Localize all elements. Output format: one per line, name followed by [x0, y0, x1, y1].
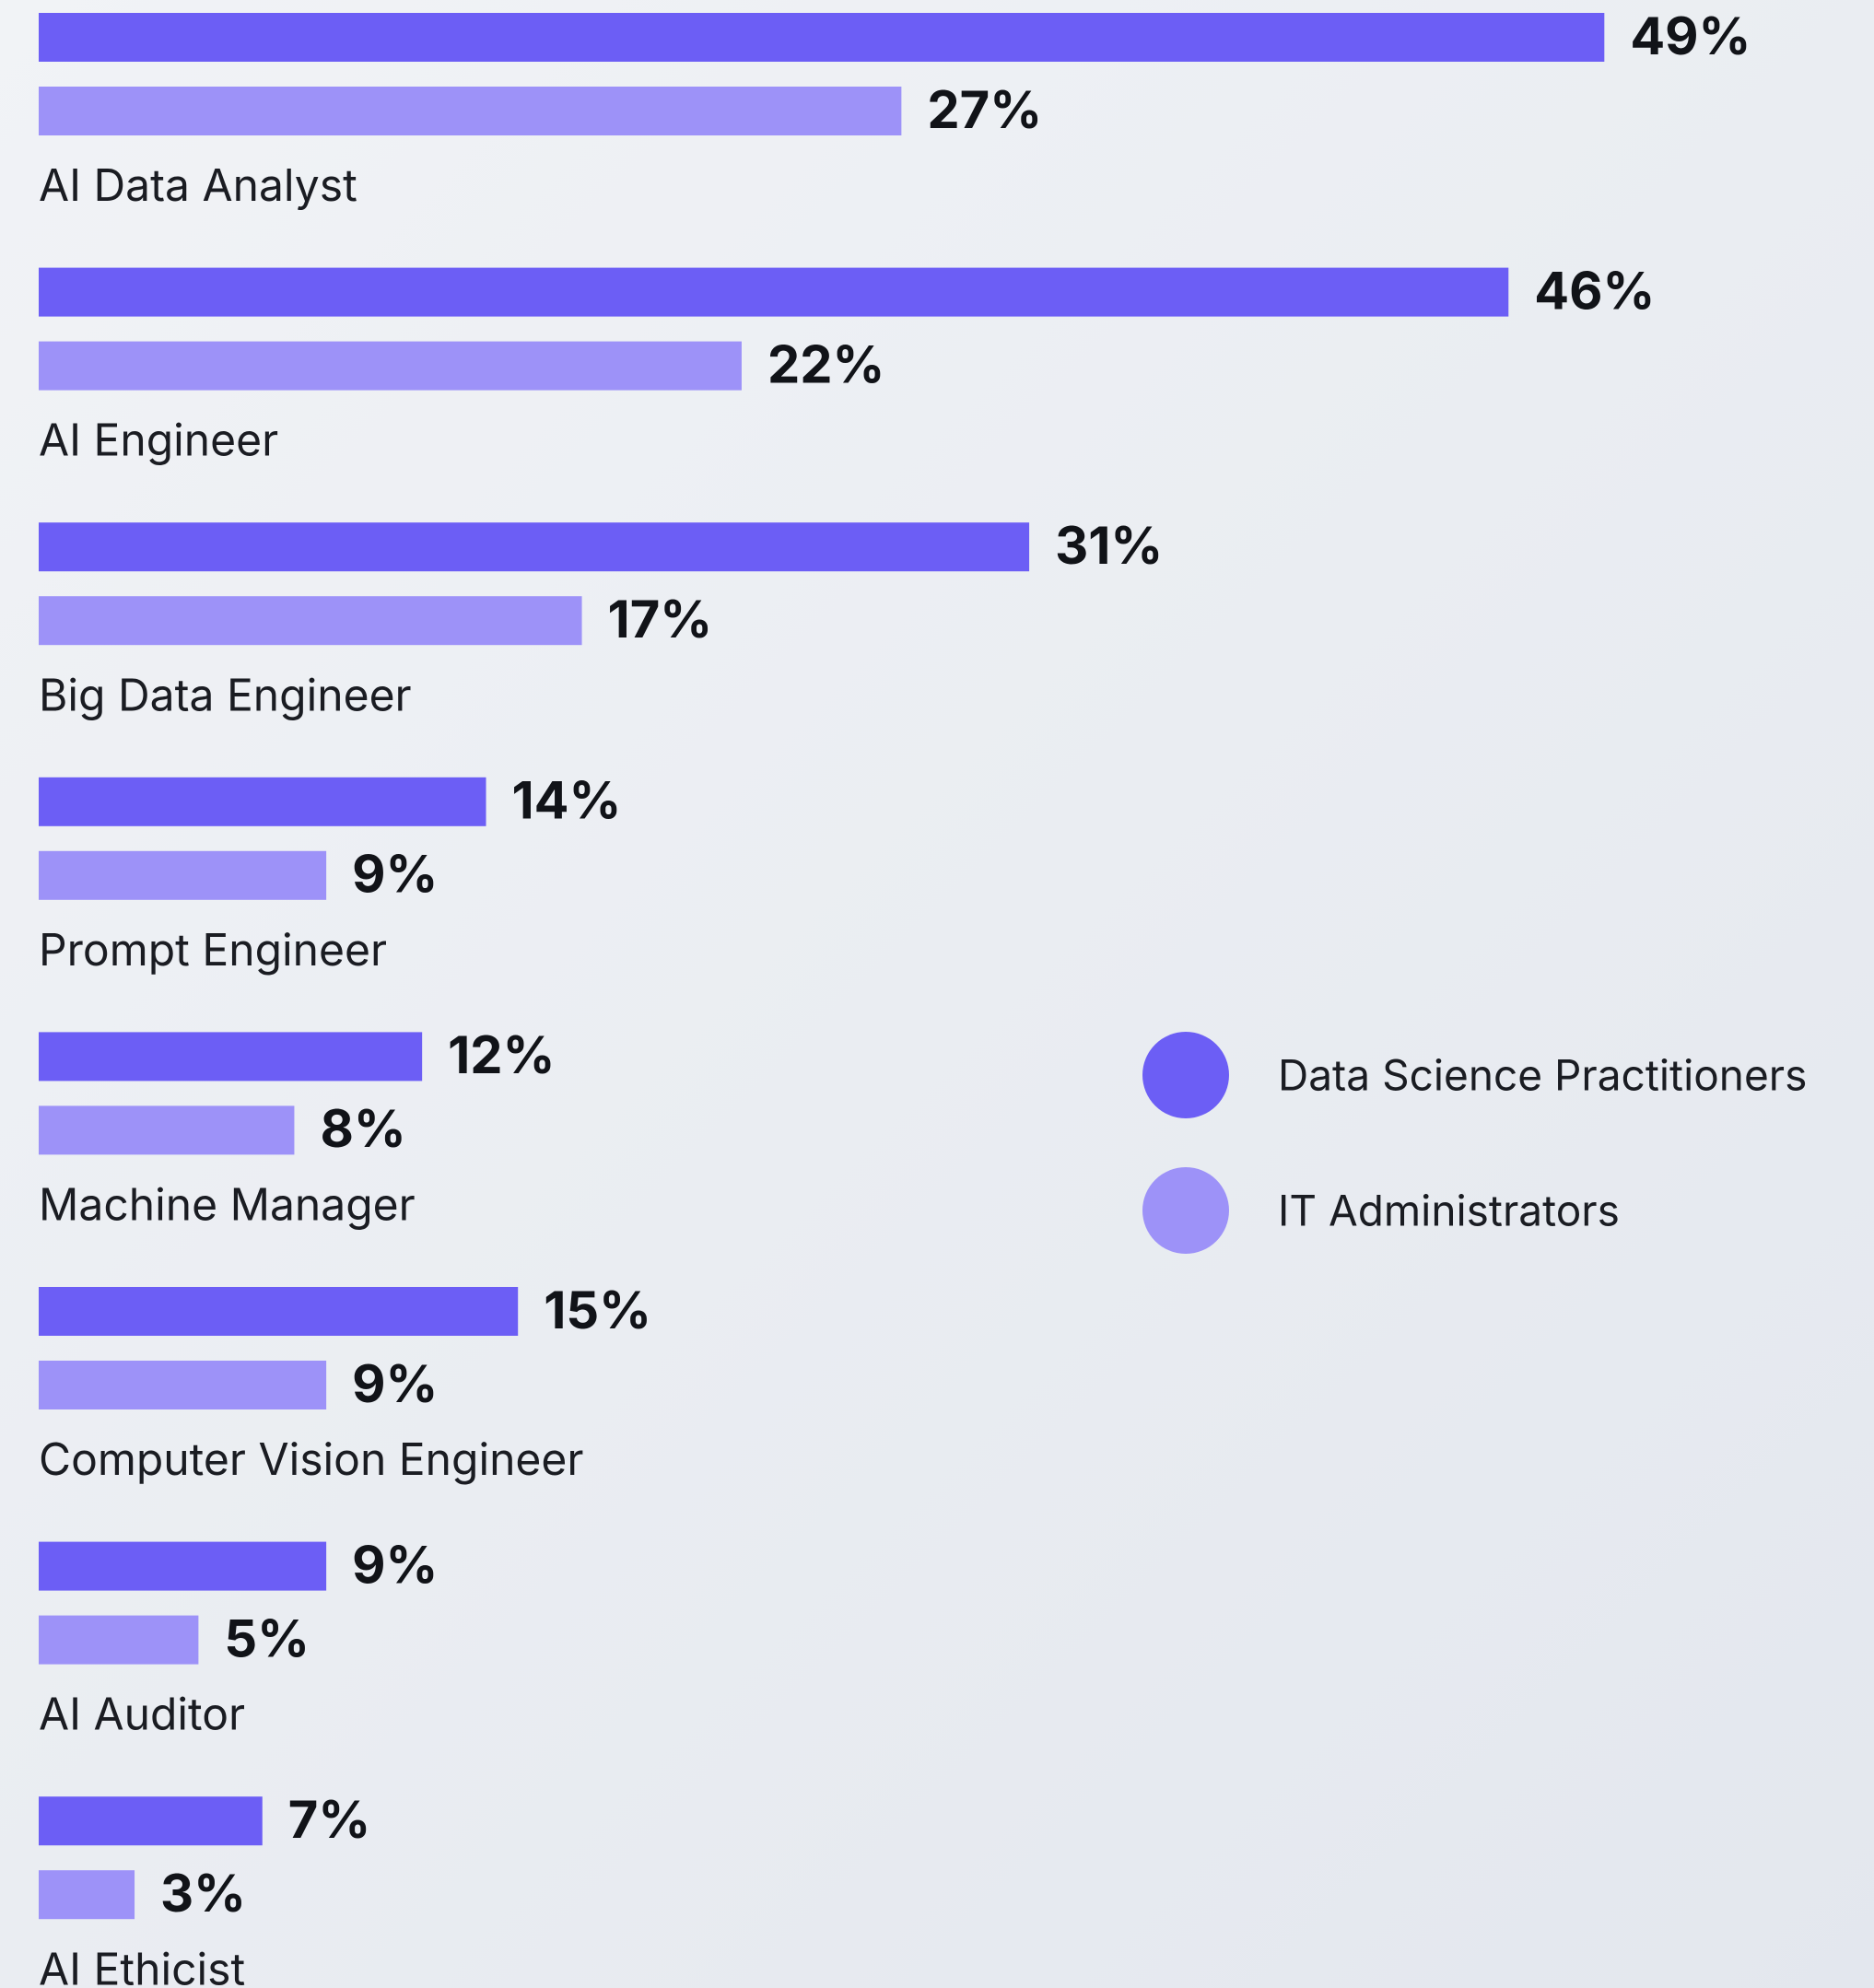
bar — [39, 341, 742, 391]
value-label: 22% — [767, 333, 884, 395]
value-label: 14% — [512, 769, 622, 832]
category-label: AI Auditor — [39, 1687, 245, 1741]
bar — [39, 1796, 263, 1846]
category-label: AI Engineer — [39, 413, 278, 467]
value-label: 7% — [288, 1788, 370, 1851]
value-label: 27% — [927, 78, 1042, 141]
category-label: AI Data Analyst — [39, 158, 357, 212]
bar — [39, 1105, 295, 1155]
bar — [39, 267, 1509, 317]
value-label: 31% — [1055, 514, 1163, 577]
value-label: 17% — [608, 588, 713, 650]
value-label: 9% — [352, 1533, 438, 1596]
category-label: AI Ethicist — [39, 1941, 245, 1988]
bar — [39, 522, 1030, 572]
value-label: 9% — [352, 1352, 438, 1415]
value-label: 9% — [352, 843, 438, 906]
category-label: Big Data Engineer — [39, 667, 412, 721]
legend-label: Data Science Practitioners — [1278, 1050, 1807, 1102]
value-label: 12% — [448, 1023, 555, 1086]
bar — [39, 1615, 199, 1665]
bar — [39, 13, 1605, 62]
value-label: 49% — [1630, 5, 1751, 67]
legend-swatch — [1142, 1032, 1229, 1118]
value-label: 5% — [224, 1607, 310, 1669]
bar — [39, 1870, 135, 1920]
category-label: Machine Manager — [39, 1176, 416, 1231]
bar — [39, 1541, 327, 1591]
legend-label: IT Administrators — [1278, 1186, 1620, 1237]
category-label: Prompt Engineer — [39, 922, 387, 976]
bar — [39, 1032, 423, 1082]
legend-swatch — [1142, 1167, 1229, 1254]
value-label: 3% — [160, 1862, 246, 1924]
value-label: 8% — [320, 1097, 405, 1160]
bar — [39, 87, 902, 135]
value-label: 15% — [544, 1279, 651, 1341]
bar — [39, 1287, 519, 1336]
bar — [39, 1361, 327, 1409]
bar — [39, 596, 582, 646]
bar — [39, 777, 486, 826]
value-label: 46% — [1534, 259, 1655, 322]
category-label: Computer Vision Engineer — [39, 1432, 583, 1486]
bar — [39, 850, 327, 900]
